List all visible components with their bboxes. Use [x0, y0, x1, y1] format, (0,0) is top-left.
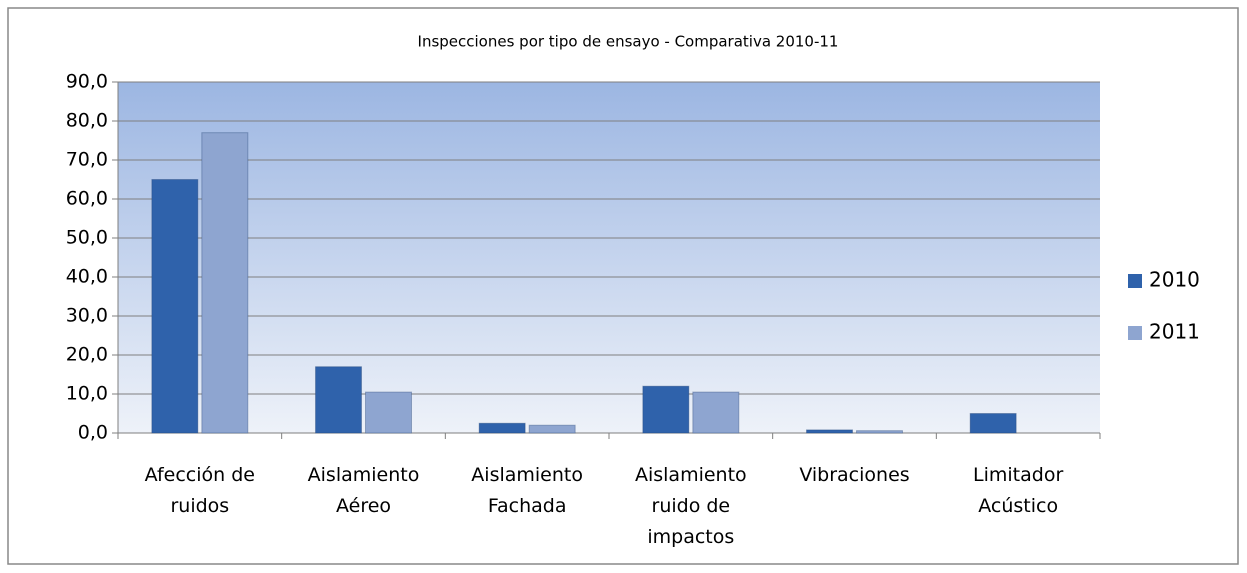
y-tick-label: 90,0	[66, 71, 108, 93]
y-tick-label: 20,0	[66, 344, 108, 366]
legend-swatch	[1128, 326, 1142, 340]
y-tick-label: 0,0	[78, 422, 108, 444]
bar	[642, 385, 690, 434]
bar	[151, 179, 199, 434]
bar	[692, 391, 740, 434]
x-tick-label: Limitador Acústico	[973, 464, 1064, 517]
legend-label: 2010	[1149, 268, 1200, 292]
y-tick-label: 30,0	[66, 305, 108, 327]
bar	[315, 366, 362, 434]
x-tick-label: Aislamiento ruido de impactos	[634, 464, 747, 548]
y-tick-label: 80,0	[66, 110, 108, 132]
bar	[201, 132, 249, 434]
y-tick-label: 60,0	[66, 188, 108, 210]
y-tick-label: 10,0	[66, 383, 108, 405]
bar	[528, 424, 576, 434]
legend-swatch	[1128, 274, 1142, 288]
x-tick-label: Aislamiento Aéreo	[307, 464, 420, 517]
x-tick-label: Vibraciones	[799, 464, 910, 486]
chart-title: Inspecciones por tipo de ensayo - Compar…	[418, 33, 839, 51]
y-tick-label: 70,0	[66, 149, 108, 171]
x-tick-label: Aislamiento Fachada	[471, 464, 583, 517]
plot-area	[118, 82, 1100, 433]
legend-label: 2011	[1149, 320, 1200, 344]
y-tick-label: 50,0	[66, 227, 108, 249]
y-tick-label: 40,0	[66, 266, 108, 288]
x-tick-label: Afección de ruidos	[144, 464, 255, 517]
bar	[806, 429, 853, 434]
bar	[856, 430, 903, 434]
bar	[969, 413, 1017, 434]
bar	[478, 422, 526, 434]
bar	[365, 391, 412, 434]
